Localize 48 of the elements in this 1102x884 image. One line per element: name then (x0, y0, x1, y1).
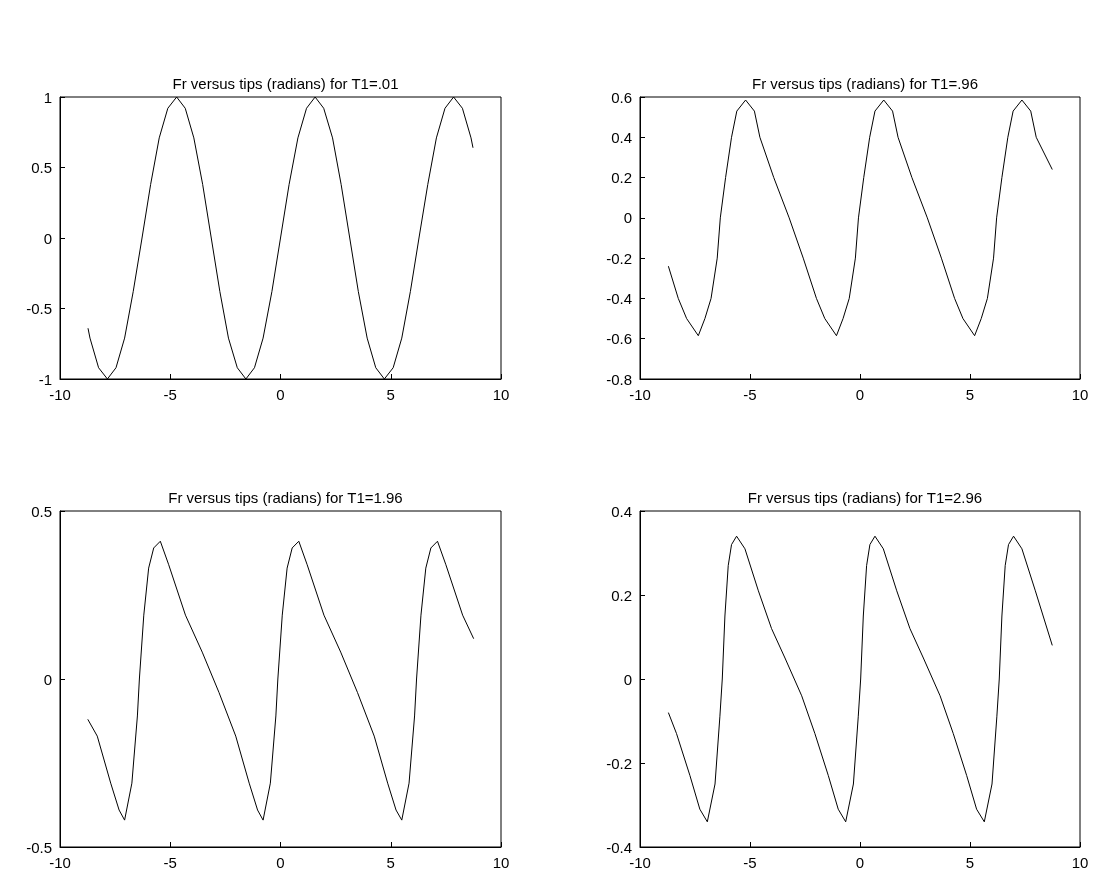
line-series (667, 99, 1053, 337)
y-tick-label: -0.8 (606, 370, 632, 388)
y-tick-label: 0.2 (611, 586, 632, 604)
x-tick-label: 0 (855, 386, 865, 403)
x-tick-label: 5 (386, 854, 395, 871)
line-series (87, 540, 475, 821)
x-tick-label: -5 (743, 386, 757, 403)
y-tick-label: 0.6 (611, 88, 632, 106)
x-tick-label: 10 (492, 854, 510, 871)
y-tick-label: 0 (623, 209, 632, 227)
y-tick-label: 0 (43, 670, 52, 688)
x-tick-label: -5 (163, 386, 177, 403)
y-tick-label: 0.5 (31, 159, 52, 176)
x-tick-label: 5 (965, 386, 975, 403)
y-tick-label: -1 (38, 370, 52, 388)
y-tick-label: -0.5 (26, 300, 52, 317)
y-tick-label: 0.2 (611, 169, 632, 187)
chart-title: Fr versus tips (radians) for T1=.96 (751, 75, 979, 92)
x-tick-label: 10 (1071, 386, 1089, 403)
y-tick-label: -0.4 (606, 289, 632, 307)
y-tick-label: 1 (43, 88, 52, 106)
x-tick-label: 0 (855, 854, 865, 871)
y-tick-label: -0.2 (606, 249, 632, 267)
y-tick-label: -0.6 (606, 330, 632, 348)
chart-title: Fr versus tips (radians) for T1=1.96 (168, 489, 403, 506)
y-tick-label: -0.4 (606, 838, 632, 856)
chart-title: Fr versus tips (radians) for T1=.01 (172, 75, 399, 92)
y-tick-label: 0.4 (611, 128, 632, 146)
y-tick-label: 0.5 (31, 502, 52, 520)
line-series (667, 535, 1053, 823)
x-tick-label: 5 (965, 854, 975, 871)
chart-title: Fr versus tips (radians) for T1=2.96 (747, 489, 983, 506)
x-tick-label: 10 (1071, 854, 1089, 871)
x-tick-label: -5 (743, 854, 757, 871)
x-tick-label: -10 (629, 386, 651, 403)
x-tick-label: 10 (492, 386, 510, 403)
x-tick-label: -10 (49, 854, 71, 871)
y-tick-label: -0.2 (606, 754, 632, 772)
y-tick-label: -0.5 (26, 838, 52, 856)
x-tick-label: -10 (629, 854, 651, 871)
x-tick-label: 0 (276, 854, 285, 871)
y-tick-label: 0.4 (611, 502, 632, 520)
x-tick-label: 5 (386, 386, 395, 403)
y-tick-label: 0 (623, 670, 632, 688)
y-tick-label: 0 (43, 229, 52, 247)
x-tick-label: 0 (276, 386, 285, 403)
x-tick-label: -10 (49, 386, 71, 403)
x-tick-label: -5 (163, 854, 177, 871)
